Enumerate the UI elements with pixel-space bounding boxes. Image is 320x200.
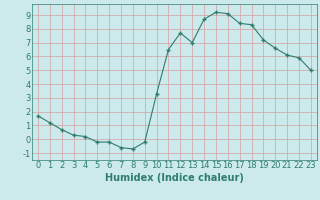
X-axis label: Humidex (Indice chaleur): Humidex (Indice chaleur) bbox=[105, 173, 244, 183]
